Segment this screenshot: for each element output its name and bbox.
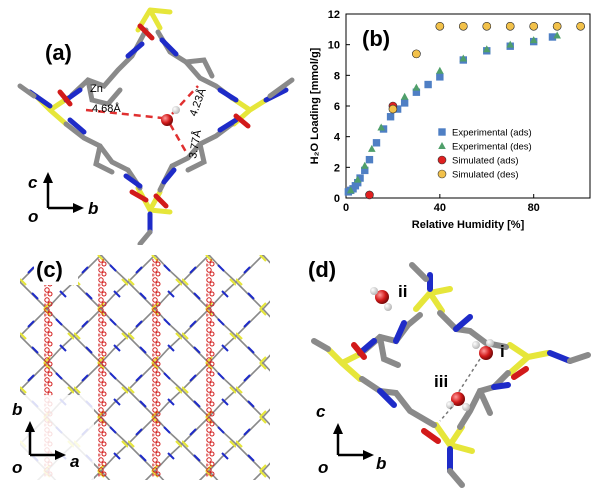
framework-d [311,262,591,488]
data-point [386,113,395,121]
distance-label-3: 3.77Å [186,128,204,159]
data-point [412,83,421,91]
legend-marker [438,142,446,149]
axis-origin-a: o [28,207,38,226]
data-point [365,190,374,200]
data-point [552,21,562,31]
axis-triad-a [43,172,84,213]
y-tick-label: 0 [334,193,340,205]
data-point [372,139,381,147]
data-point [368,144,376,152]
framework-a [17,7,295,245]
legend-label: Simulated (ads) [452,156,519,167]
y-tick-label: 8 [334,70,340,82]
distance-label-2: 4.23Å [187,86,209,118]
y-axis-label: H₂O Loading [mmol/g] [309,47,321,164]
y-tick-label: 12 [328,9,340,21]
data-point [459,21,468,31]
axis-right-c: a [70,452,79,471]
data-point [400,92,409,100]
axis-origin-d: o [318,458,328,477]
legend-entry: Simulated (des) [437,169,519,181]
legend-label: Experimental (ads) [452,128,532,139]
x-tick-label: 40 [434,202,446,214]
axis-up-a: c [28,173,38,192]
data-point [412,49,421,59]
site-label-ii: ii [398,282,407,301]
panel-d-structure: (d) i ii iii c b o [308,257,591,488]
data-point [553,31,561,39]
water-density-columns [42,259,250,477]
axis-origin-c: o [12,458,22,477]
axis-up-c: b [12,400,22,419]
data-point [365,155,374,164]
data-point [482,45,491,53]
panel-label-c: (c) [36,257,63,282]
distance-label-1: 4.68Å [92,102,121,115]
y-tick-label: 2 [334,162,340,174]
x-tick-label: 80 [528,202,540,214]
axis-triad-c [25,421,66,460]
series-1 [346,31,561,194]
legend: Experimental (ads) Experimental (des) Simu… [437,128,532,181]
legend-marker [437,169,447,179]
legend-entry: Simulated (ads) [437,155,519,167]
axis-triad-d [333,423,374,460]
legend-label: Simulated (des) [452,170,519,181]
legend-label: Experimental (des) [452,142,532,153]
panel-b-isotherm-chart: (b) 0 40 80 0 2 4 6 8 10 12 Relative Humidity [%]… [309,9,591,231]
legend-entry: Experimental (ads) [438,128,532,139]
data-point [400,99,409,107]
data-point [576,21,585,31]
y-tick-label: 6 [334,101,340,113]
x-axis-label: Relative Humidity [%] [412,219,525,231]
site-label-iii: iii [434,372,448,391]
data-point [346,186,355,194]
data-point [459,54,468,62]
axis-up-d: c [316,402,326,421]
water-site-ii [370,287,392,311]
panel-c-density-map: (c) b a o [12,251,270,487]
panel-label-b: (b) [362,26,390,51]
panel-label-d: (d) [308,257,336,282]
water-site-i [457,339,494,394]
series-3 [388,21,585,114]
panel-a-structure: (a) Zn 4.68Å 4.23Å 3.77Å c b o [17,7,295,245]
data-point [436,73,444,81]
water-site-iii [439,392,470,422]
x-tick-label: 0 [343,202,349,214]
data-point [529,21,538,31]
legend-entry: Experimental (des) [438,142,532,153]
data-point [435,21,445,31]
data-point [529,36,538,44]
axis-right-d: b [376,454,386,473]
data-point [436,66,444,74]
data-point [482,21,492,31]
data-point [388,104,398,114]
zn-label: Zn [90,83,103,95]
legend-marker [437,155,447,165]
y-tick-label: 10 [328,40,340,52]
data-point [505,21,515,31]
site-label-i: i [500,342,505,361]
data-point [424,80,432,89]
data-point [506,40,515,48]
data-point [360,161,369,169]
axis-right-a: b [88,199,98,218]
y-tick-label: 4 [334,132,341,144]
water-molecule [161,106,180,126]
panel-label-a: (a) [45,40,72,65]
data-point [377,123,385,131]
series-0 [344,33,557,196]
legend-marker [438,128,446,136]
data-point [353,175,362,183]
